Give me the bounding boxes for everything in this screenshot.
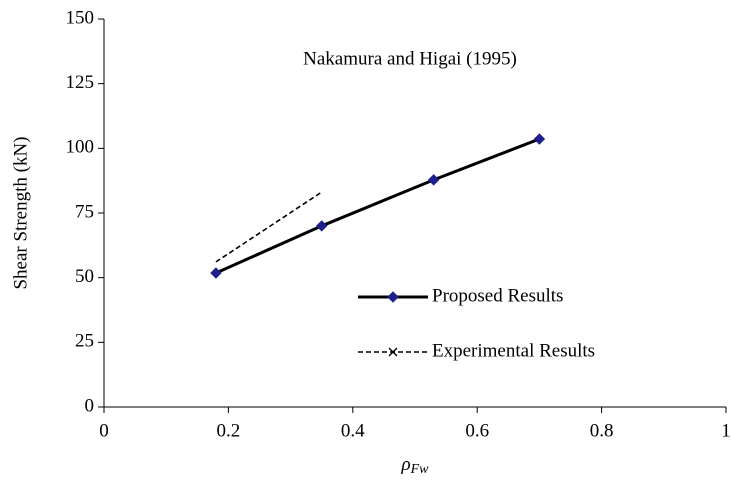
x-tick-label: 0.4	[341, 420, 365, 441]
data-point	[427, 174, 440, 186]
legend-label: Proposed Results	[432, 285, 563, 306]
data-point	[315, 220, 328, 232]
y-tick-label: 125	[66, 72, 95, 93]
y-tick-label: 0	[85, 395, 95, 416]
x-tick-label: 0	[99, 420, 109, 441]
legend-marker	[387, 291, 399, 303]
y-tick-label: 25	[75, 331, 94, 352]
y-axis-label: Shear Strength (kN)	[10, 136, 31, 289]
x-axis-label: ρFw	[400, 454, 429, 477]
annotation: Nakamura and Higai (1995)	[303, 48, 517, 69]
legend-label: Experimental Results	[432, 340, 595, 361]
y-tick-label: 75	[75, 201, 94, 222]
x-tick-label: 0.2	[217, 420, 241, 441]
series-line	[215, 137, 540, 275]
y-tick-label: 150	[66, 7, 95, 28]
x-tick-label: 0.8	[590, 420, 614, 441]
y-tick-label: 100	[66, 137, 95, 158]
y-tick-label: 50	[75, 266, 94, 287]
data-point	[210, 267, 222, 279]
x-tick-label: 1	[721, 420, 731, 441]
data-point	[533, 133, 546, 145]
x-tick-label: 0.6	[465, 420, 489, 441]
legend-marker	[388, 347, 398, 357]
x-label-subscript: Fw	[410, 462, 430, 477]
x-label-symbol: ρ	[400, 454, 410, 475]
series-line	[215, 191, 323, 263]
